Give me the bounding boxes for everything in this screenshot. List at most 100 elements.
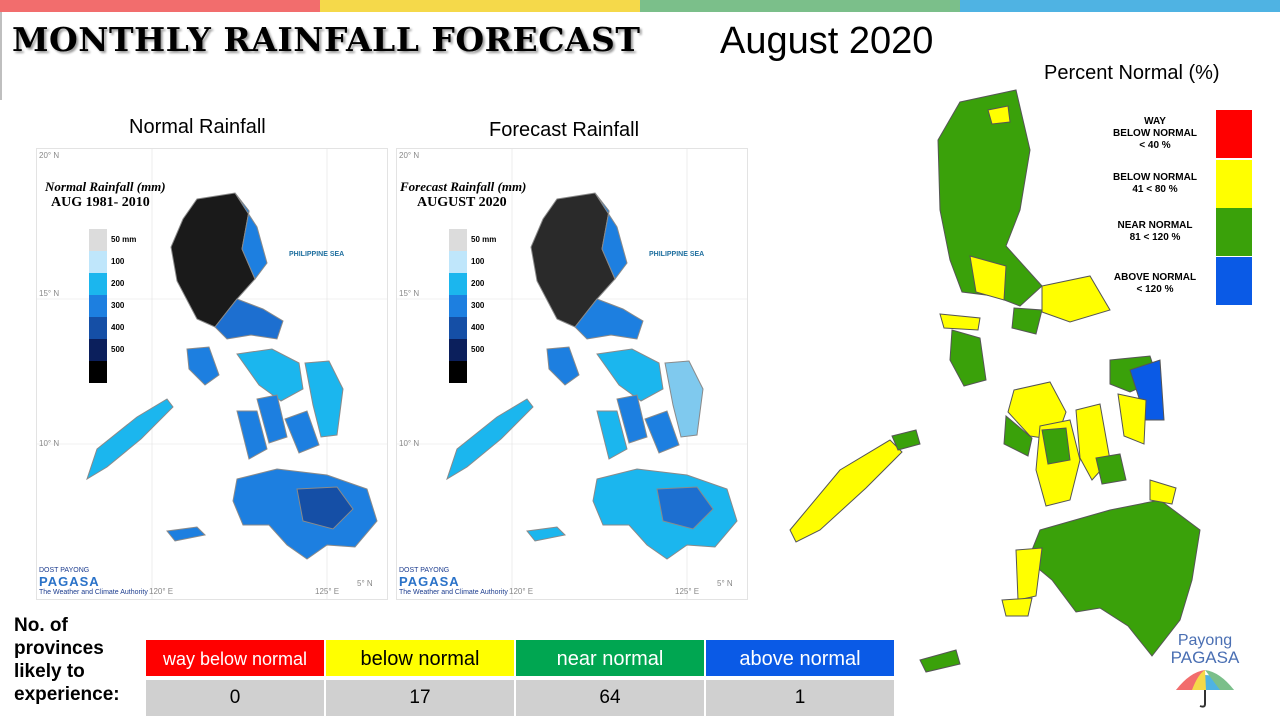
normal-rainfall-title: Normal Rainfall	[129, 116, 266, 138]
rainfall-ramp-labels: 50 mm 100 200 300 400 500	[471, 229, 496, 361]
top-band-segment	[320, 0, 640, 12]
normal-rainfall-map: Normal Rainfall (mm) AUG 1981- 2010 50 m…	[36, 148, 388, 600]
provinces-label-line: No. of	[14, 615, 68, 636]
lat-label: 15° N	[39, 289, 60, 298]
legend-label-way-below: WAY BELOW NORMAL < 40 %	[1098, 116, 1212, 152]
legend-label-above: ABOVE NORMAL < 120 %	[1098, 272, 1212, 296]
category-count-below: 17	[326, 680, 514, 716]
ramp-label: 100	[111, 257, 125, 266]
ramp-label: 200	[111, 279, 125, 288]
forecast-rainfall-map-graphic	[397, 149, 747, 599]
ramp-swatch	[89, 317, 107, 339]
region-below-normal	[1001, 597, 1033, 617]
ramp-swatch	[449, 295, 467, 317]
ramp-swatch	[89, 229, 107, 251]
ramp-swatch	[449, 361, 467, 383]
ramp-swatch	[89, 339, 107, 361]
legend-text: NEAR NORMAL	[1117, 220, 1193, 231]
lon-label: 125° E	[315, 587, 340, 596]
region-luzon	[937, 89, 1043, 307]
region-sulu	[919, 649, 961, 673]
lon-label: 120° E	[149, 587, 174, 596]
lat-label: 5° N	[357, 579, 373, 588]
region-leyte	[1117, 393, 1147, 445]
dost-text: DOST	[39, 567, 59, 574]
pagasa-small-logo: DOST PAYONG PAGASA The Weather and Clima…	[399, 567, 508, 596]
region-palawan	[789, 439, 903, 543]
rainfall-color-ramp	[449, 229, 467, 383]
lon-label: 120° E	[509, 587, 534, 596]
page-title: MONTHLY RAINFALL FORECAST	[12, 20, 641, 59]
payong-pagasa-logo: Payong PAGASA	[1170, 632, 1240, 714]
category-count-above: 1	[706, 680, 894, 716]
lat-label: 10° N	[39, 439, 60, 448]
region-zamboanga	[1015, 547, 1043, 601]
ramp-label: 400	[471, 323, 485, 332]
payong-text: PAYONG	[420, 567, 450, 574]
rainfall-color-ramp	[89, 229, 107, 383]
region-bicol	[1041, 275, 1111, 323]
provinces-label-line: experience:	[14, 684, 120, 705]
legend-swatch-above	[1216, 257, 1252, 305]
region-near-normal	[1011, 307, 1043, 335]
forecast-rainfall-title: Forecast Rainfall	[489, 119, 640, 141]
pagasa-small-logo: DOST PAYONG PAGASA The Weather and Clima…	[39, 567, 148, 596]
legend-text: BELOW NORMAL	[1113, 172, 1197, 183]
ramp-swatch	[449, 229, 467, 251]
ramp-label: 300	[111, 301, 125, 310]
ramp-swatch	[89, 295, 107, 317]
lat-label: 20° N	[39, 151, 60, 160]
lat-label: 5° N	[717, 579, 733, 588]
ramp-label: 50 mm	[471, 235, 497, 244]
legend-range: < 40 %	[1139, 140, 1171, 151]
forecast-rainfall-caption: Forecast Rainfall (mm)	[400, 179, 527, 194]
forecast-rainfall-map: Forecast Rainfall (mm) AUGUST 2020 50 mm…	[396, 148, 748, 600]
percent-normal-title: Percent Normal (%)	[1044, 62, 1220, 84]
legend-text: ABOVE NORMAL	[1113, 272, 1197, 283]
region-bohol	[1095, 453, 1127, 485]
region-below-normal	[987, 105, 1011, 125]
ramp-swatch	[89, 251, 107, 273]
ramp-label: 50 mm	[111, 235, 137, 244]
top-band-segment	[0, 0, 320, 12]
ramp-swatch	[89, 273, 107, 295]
legend-swatch-near	[1216, 208, 1252, 256]
left-rule	[0, 12, 2, 100]
legend-range: 41 < 80 %	[1132, 184, 1178, 195]
ramp-label: 500	[111, 345, 125, 354]
region-below-normal	[939, 313, 981, 331]
ramp-swatch	[89, 361, 107, 383]
region-near-normal	[1003, 414, 1033, 457]
ramp-label: 300	[471, 301, 485, 310]
rainfall-ramp-labels: 50 mm 100 200 300 400 500	[111, 229, 136, 361]
forecast-rainfall-period: AUGUST 2020	[417, 195, 507, 210]
sea-label: PHILIPPINE SEA	[289, 251, 345, 258]
lat-label: 15° N	[399, 289, 420, 298]
sea-label: PHILIPPINE SEA	[649, 251, 705, 258]
lon-label: 125° E	[675, 587, 700, 596]
legend-text: WAY	[1144, 116, 1166, 127]
legend-label-near: NEAR NORMAL 81 < 120 %	[1098, 220, 1212, 244]
normal-rainfall-map-graphic	[37, 149, 387, 599]
category-header-way-below: way below normal	[146, 640, 324, 676]
ramp-label: 400	[111, 323, 125, 332]
pagasa-text: PAGASA	[39, 574, 100, 589]
dost-text: DOST	[399, 567, 419, 574]
legend-swatch-below	[1216, 160, 1252, 208]
region-near-normal	[1041, 427, 1071, 465]
payong-text: PAYONG	[60, 567, 90, 574]
legend-swatch-way-below	[1216, 110, 1252, 158]
pagasa-tagline: The Weather and Climate Authority	[39, 589, 148, 596]
brand-line: PAGASA	[1170, 648, 1240, 667]
legend-range: 81 < 120 %	[1129, 232, 1181, 243]
category-count-near: 64	[516, 680, 704, 716]
ramp-swatch	[449, 339, 467, 361]
lat-label: 10° N	[399, 439, 420, 448]
category-header-below: below normal	[326, 640, 514, 676]
ramp-swatch	[449, 317, 467, 339]
category-header-near: near normal	[516, 640, 704, 676]
forecast-month: August 2020	[720, 20, 934, 62]
top-band-segment	[640, 0, 960, 12]
category-count-way-below: 0	[146, 680, 324, 716]
top-band-segment	[960, 0, 1280, 12]
